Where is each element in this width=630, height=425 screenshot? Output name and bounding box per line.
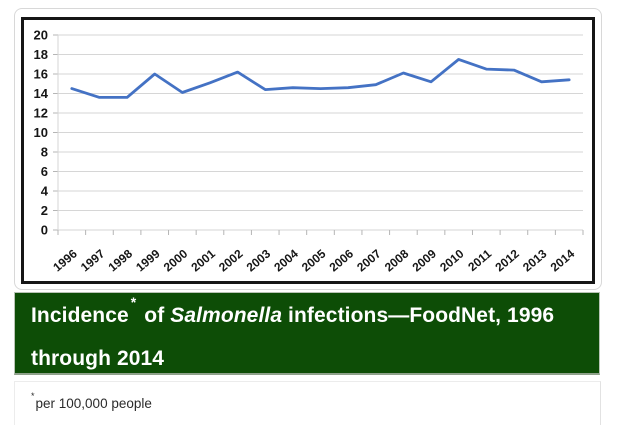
x-axis-tick-label: 1997 bbox=[78, 246, 108, 274]
x-axis-tick-label: 2010 bbox=[437, 246, 467, 274]
x-axis-tick-label: 2002 bbox=[216, 246, 246, 274]
x-axis-tick-label: 2014 bbox=[548, 246, 578, 274]
x-axis-tick-label: 2009 bbox=[409, 246, 439, 274]
footnote: *per 100,000 people bbox=[15, 382, 600, 411]
x-axis-tick-label: 2008 bbox=[382, 246, 412, 274]
y-axis-tick-label: 16 bbox=[34, 67, 48, 82]
x-axis-tick-label: 2006 bbox=[327, 246, 357, 274]
title-salmonella-italic: Salmonella bbox=[170, 304, 283, 327]
x-axis-tick-label: 1998 bbox=[106, 246, 136, 274]
y-axis-tick-label: 4 bbox=[41, 184, 49, 199]
plot-border bbox=[21, 17, 595, 284]
x-axis-tick-label: 2011 bbox=[465, 246, 494, 274]
title-of: of bbox=[138, 304, 171, 327]
x-axis-tick-label: 1996 bbox=[50, 246, 80, 274]
x-axis-tick-label: 2013 bbox=[520, 246, 550, 274]
y-axis-tick-label: 0 bbox=[41, 223, 48, 238]
x-axis-tick-label: 2007 bbox=[354, 246, 384, 274]
y-axis-tick-label: 18 bbox=[34, 47, 48, 62]
figure-title-bar: Incidence* of Salmonella infections—Food… bbox=[14, 292, 600, 375]
y-axis-tick-label: 10 bbox=[34, 125, 48, 140]
y-axis-tick-label: 6 bbox=[41, 164, 48, 179]
title-asterisk: * bbox=[130, 294, 137, 310]
salmonella-incidence-line-chart: 0246810121416182019961997199819992000200… bbox=[21, 17, 595, 284]
x-axis-tick-label: 2000 bbox=[161, 246, 191, 274]
footnote-asterisk: * bbox=[31, 390, 35, 401]
x-axis-tick-label: 1999 bbox=[133, 246, 163, 274]
figure-title-line1: Incidence* of Salmonella infections—Food… bbox=[31, 294, 583, 337]
x-axis-tick-label: 2004 bbox=[271, 246, 301, 274]
title-word-incidence: Incidence bbox=[31, 304, 129, 327]
x-axis-tick-label: 2003 bbox=[244, 246, 274, 274]
y-axis-tick-label: 20 bbox=[34, 28, 48, 43]
y-axis-tick-label: 12 bbox=[34, 106, 48, 121]
footnote-card: *per 100,000 people bbox=[14, 381, 601, 425]
chart-card: 0 2 4 6 8 10 12 14 16 18 20 1996 1997 1998 1999 2000 200… bbox=[14, 8, 602, 290]
y-axis-tick-label: 8 bbox=[41, 145, 48, 160]
title-line1-tail: infections—FoodNet, 1996 bbox=[282, 304, 555, 327]
series-line-salmonella bbox=[70, 58, 571, 99]
figure-title-line2: through 2014 bbox=[31, 347, 165, 370]
x-axis-tick-label: 2005 bbox=[299, 246, 329, 274]
y-axis-tick-label: 2 bbox=[41, 203, 48, 218]
footnote-text: per 100,000 people bbox=[35, 396, 152, 411]
x-axis-tick-label: 2001 bbox=[188, 246, 218, 274]
y-axis-tick-label: 14 bbox=[34, 86, 49, 101]
x-axis-tick-label: 2012 bbox=[492, 246, 522, 274]
